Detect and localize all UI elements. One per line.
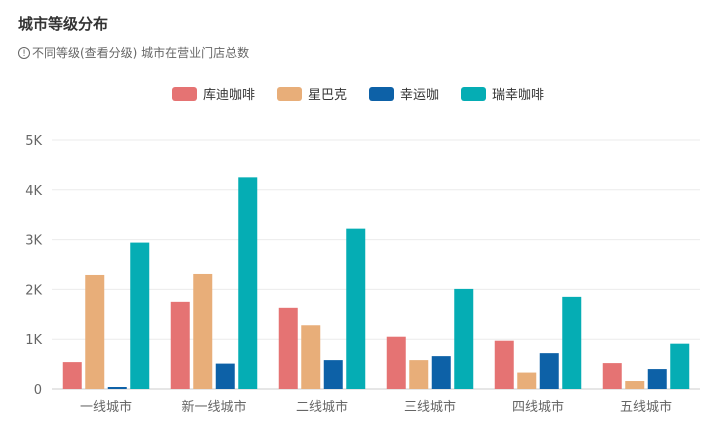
y-tick-label: 0 (34, 383, 42, 398)
bar (562, 296, 582, 389)
bar (62, 362, 82, 389)
x-category-label: 二线城市 (296, 399, 348, 415)
bar (107, 387, 127, 389)
legend-item-starbucks[interactable]: 星巴克 (276, 84, 347, 103)
bar (494, 340, 514, 389)
legend-swatch (461, 86, 487, 101)
legend-label: 幸运咖 (400, 88, 440, 103)
chart-legend: 库迪咖啡 星巴克 幸运咖 瑞幸咖啡 (0, 84, 716, 103)
bar (409, 360, 429, 389)
legend-item-kudi[interactable]: 库迪咖啡 (171, 84, 255, 103)
bar (193, 273, 213, 389)
bar (323, 360, 343, 389)
chart-subtitle: ! 不同等级(查看分级) 城市在营业门店总数 (18, 44, 249, 61)
bar (670, 343, 690, 389)
legend-label: 库迪咖啡 (202, 88, 255, 103)
bar (346, 228, 366, 389)
bar (130, 242, 150, 389)
x-category-label: 四线城市 (512, 399, 564, 415)
legend-swatch (171, 86, 197, 101)
bar (602, 363, 622, 389)
x-category-label: 一线城市 (80, 399, 132, 415)
x-category-label: 新一线城市 (181, 399, 246, 415)
info-icon[interactable]: ! (18, 46, 30, 59)
bar (539, 353, 559, 389)
legend-swatch (369, 86, 394, 101)
bar (215, 363, 235, 389)
bar (386, 336, 406, 389)
chart-header: 城市等级分布 ! 不同等级(查看分级) 城市在营业门店总数 (18, 14, 249, 61)
bar (625, 381, 645, 389)
bar (278, 307, 298, 389)
chart-title: 城市等级分布 (18, 15, 109, 33)
bar (431, 356, 451, 389)
y-tick-label: 4K (25, 184, 42, 199)
legend-label: 星巴克 (307, 88, 347, 103)
chart-subtitle-text: 不同等级(查看分级) 城市在营业门店总数 (32, 46, 250, 60)
bar (647, 369, 667, 389)
y-tick-label: 2K (25, 283, 42, 298)
bar (238, 177, 258, 389)
bar (301, 325, 321, 389)
legend-item-luckin[interactable]: 瑞幸咖啡 (461, 84, 544, 103)
y-tick-label: 3K (25, 234, 42, 249)
x-category-label: 三线城市 (404, 399, 456, 415)
x-category-label: 五线城市 (620, 399, 672, 415)
y-tick-label: 5K (25, 134, 42, 149)
legend-item-luckin-cup[interactable]: 幸运咖 (369, 84, 439, 103)
legend-label: 瑞幸咖啡 (492, 88, 545, 103)
y-tick-label: 1K (25, 333, 42, 348)
bar (454, 288, 474, 389)
bar (85, 274, 105, 389)
legend-swatch (276, 86, 302, 101)
bar (517, 372, 537, 389)
bar (170, 301, 190, 389)
